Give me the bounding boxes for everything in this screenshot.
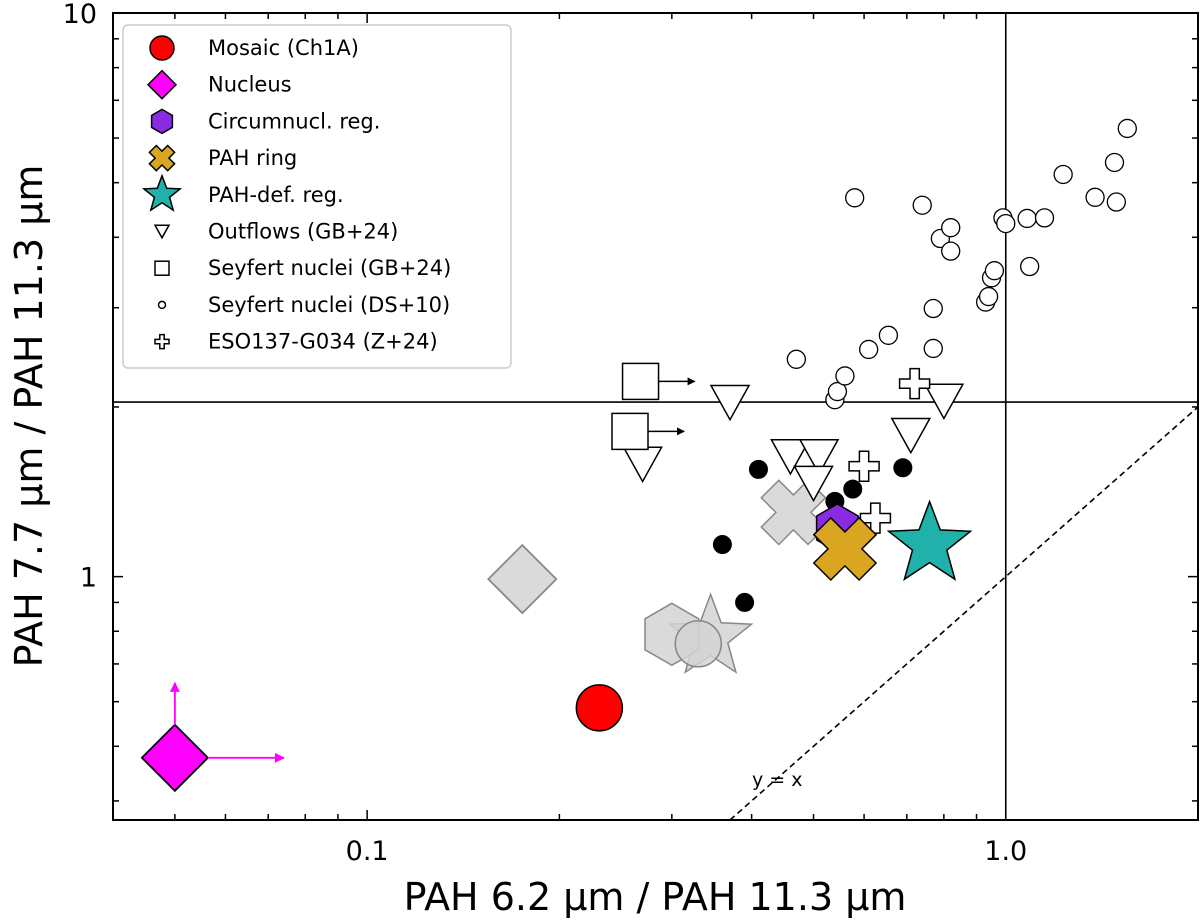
eso137-g034-z-24-point bbox=[859, 502, 892, 534]
legend-frame bbox=[122, 24, 512, 369]
seyfert-nuclei-ds-10-point bbox=[1053, 164, 1073, 185]
legend-label: Circumnucl. reg. bbox=[208, 109, 380, 133]
seyfert-nuclei-ds-10-point bbox=[978, 286, 999, 307]
nucleus-point bbox=[140, 723, 210, 793]
legend-label: Seyfert nuclei (DS+10) bbox=[208, 293, 450, 317]
outflows-gb-24-point bbox=[923, 383, 965, 421]
seyfert-nuclei-ds-10-point bbox=[827, 381, 848, 402]
eso137-g034-z-24-point bbox=[898, 367, 931, 400]
seyfert-nuclei-ds-10-point bbox=[996, 213, 1016, 234]
grey-x-point bbox=[760, 479, 827, 546]
seyfert-nuclei-ds-10-point bbox=[1034, 208, 1055, 228]
seyfert-nuclei-ds-10-point bbox=[859, 339, 879, 360]
legend: Mosaic (Ch1A) Nucleus Circumnucl. reg. PAH … bbox=[122, 24, 512, 369]
legend-label: Mosaic (Ch1A) bbox=[208, 36, 359, 60]
plot-frame bbox=[112, 12, 1199, 821]
legend-marker-outflows-gb-24 bbox=[153, 224, 171, 240]
outflows-gb-24-point bbox=[793, 465, 834, 503]
seyfert-nuclei-gb-24-point bbox=[621, 362, 660, 401]
legend-label: Seyfert nuclei (GB+24) bbox=[208, 256, 451, 280]
seyfert-nuclei-ds-10-point bbox=[1117, 118, 1137, 139]
seyfert-nuclei-ds-10-point bbox=[878, 325, 899, 345]
legend-marker-pah-ring bbox=[148, 144, 176, 172]
x-tick-label: 1.0 bbox=[984, 836, 1027, 867]
seyfert-nuclei-ds-10-point bbox=[786, 349, 806, 369]
seyfert-nuclei-ds-10-point bbox=[984, 261, 1005, 281]
seyfert-nuclei-ds-10-point bbox=[1085, 187, 1105, 207]
legend-marker-mosaic-ch1a bbox=[149, 35, 175, 61]
grey-dot-point bbox=[712, 535, 732, 555]
seyfert-nuclei-ds-10-point bbox=[923, 298, 943, 319]
outflows-gb-24-point bbox=[709, 384, 751, 422]
grey-dot-point bbox=[748, 459, 768, 479]
outflows-gb-24-point bbox=[890, 417, 932, 455]
seyfert-nuclei-ds-10-point bbox=[941, 218, 961, 238]
pah-ring-point bbox=[812, 516, 878, 582]
mosaic-ch1a-point bbox=[575, 684, 624, 732]
legend-marker-pah-def-reg bbox=[141, 173, 183, 212]
seyfert-nuclei-ds-10-point bbox=[1020, 256, 1040, 277]
outflows-gb-24-point bbox=[770, 439, 811, 476]
y-axis-title: PAH 7.7 μm / PAH 11.3 μm bbox=[7, 165, 51, 668]
seyfert-nuclei-ds-10-point bbox=[923, 338, 943, 359]
legend-label: PAH-def. reg. bbox=[208, 183, 344, 207]
y-tick-label: 1 bbox=[80, 563, 97, 594]
legend-marker-nucleus bbox=[146, 69, 178, 100]
legend-label: PAH ring bbox=[208, 146, 297, 170]
legend-marker-eso137-g034-z-24 bbox=[154, 333, 170, 350]
grey-circle-point bbox=[674, 620, 723, 668]
legend-label: Nucleus bbox=[208, 73, 292, 97]
seyfert-nuclei-gb-24-point bbox=[611, 412, 649, 451]
identity-line-label: y = x bbox=[752, 769, 803, 791]
seyfert-nuclei-ds-10-point bbox=[1104, 152, 1125, 173]
eso137-g034-z-24-point bbox=[848, 450, 880, 482]
outflows-gb-24-point bbox=[798, 439, 840, 476]
y-tick-label: 10 bbox=[63, 0, 97, 30]
identity-line bbox=[729, 406, 1198, 820]
seyfert-nuclei-ds-10-point bbox=[1017, 208, 1037, 229]
x-tick-label: 0.1 bbox=[346, 836, 389, 867]
seyfert-nuclei-ds-10-point bbox=[1106, 192, 1127, 212]
seyfert-nuclei-ds-10-point bbox=[941, 241, 961, 261]
seyfert-nuclei-ds-10-point bbox=[845, 188, 865, 208]
grey-dot-point bbox=[843, 479, 863, 499]
grey-dot-point bbox=[893, 458, 913, 478]
legend-label: ESO137-G034 (Z+24) bbox=[208, 330, 438, 354]
grey-diamond-point bbox=[487, 543, 558, 615]
seyfert-nuclei-ds-10-point bbox=[835, 366, 855, 386]
legend-label: Outflows (GB+24) bbox=[208, 220, 398, 244]
x-axis-title: PAH 6.2 μm / PAH 11.3 μm bbox=[404, 875, 907, 919]
legend-marker-seyfert-nuclei-gb-24 bbox=[154, 260, 170, 276]
seyfert-nuclei-ds-10-point bbox=[912, 195, 932, 215]
legend-marker-seyfert-nuclei-ds-10 bbox=[157, 300, 167, 310]
legend-marker-circumnucl-reg bbox=[150, 108, 174, 135]
pah-def-reg-point bbox=[886, 499, 973, 582]
grey-dot-point bbox=[735, 592, 755, 612]
